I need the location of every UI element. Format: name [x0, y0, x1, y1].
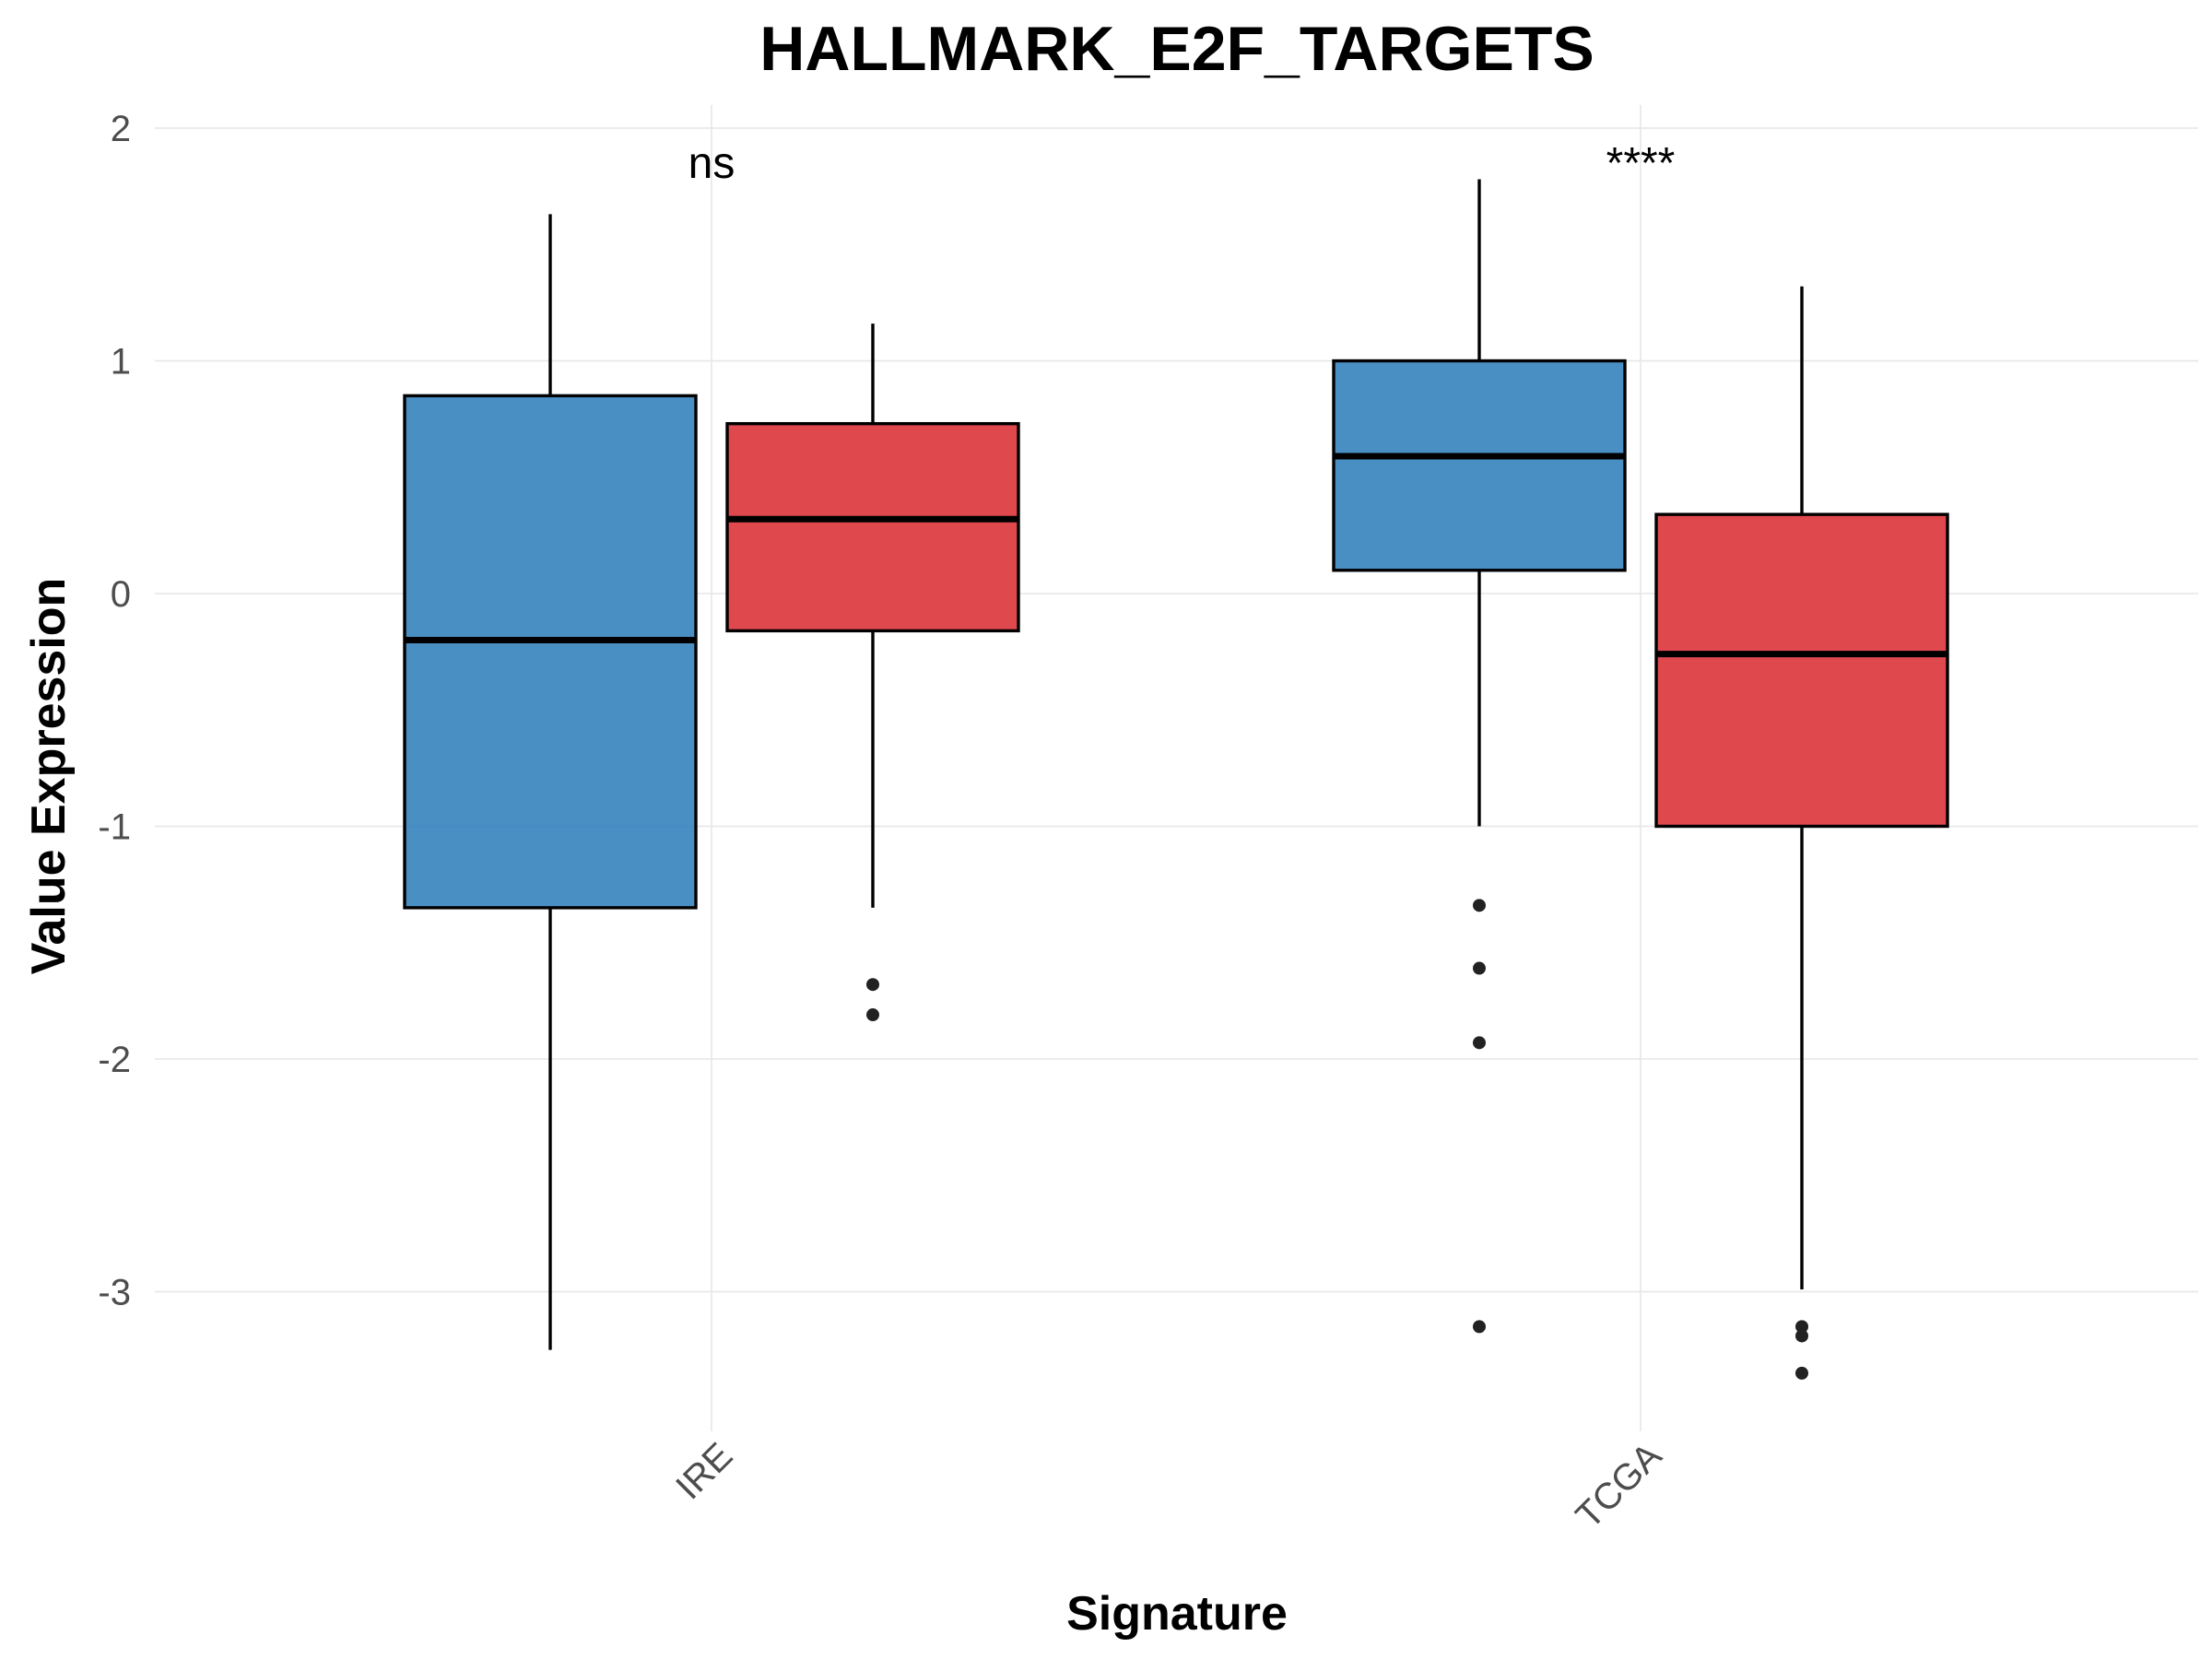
box-layer — [403, 179, 1949, 1380]
significance-label: **** — [1606, 139, 1676, 188]
outlier-point — [1473, 899, 1486, 912]
box — [1654, 512, 1949, 829]
y-tick-label: 1 — [111, 342, 131, 382]
x-tick-label: IRE — [668, 1435, 740, 1507]
x-axis-title: Signature — [1066, 1587, 1288, 1641]
outlier-point — [1473, 1320, 1486, 1334]
outlier-point — [1473, 1036, 1486, 1050]
y-tick-label: -2 — [98, 1040, 131, 1080]
y-tick-label: 2 — [111, 109, 131, 149]
outlier-point — [1795, 1366, 1808, 1380]
significance-label: ns — [688, 139, 735, 188]
annotation-layer: ns **** — [688, 139, 1676, 188]
box — [1332, 359, 1627, 572]
outlier-point — [866, 978, 879, 992]
outlier-point — [866, 1008, 879, 1022]
y-axis-title: Value Expression — [22, 578, 76, 975]
outlier-point — [1473, 961, 1486, 975]
x-tick-label: TCGA — [1569, 1435, 1670, 1536]
y-tick-label: 0 — [111, 574, 131, 615]
chart-title: HALLMARK_E2F_TARGETS — [759, 14, 1594, 84]
y-tick-label: -3 — [98, 1273, 131, 1313]
axis-layer: 2 1 0 -1 -2 -3 IRE TCGA — [98, 109, 1669, 1536]
box — [403, 394, 698, 910]
outlier-point — [1795, 1320, 1808, 1334]
outlier-point — [1795, 1329, 1808, 1343]
y-tick-label: -1 — [98, 807, 131, 848]
box — [725, 421, 1020, 633]
